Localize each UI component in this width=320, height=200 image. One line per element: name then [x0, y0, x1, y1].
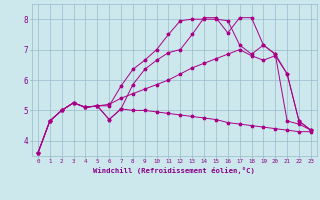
X-axis label: Windchill (Refroidissement éolien,°C): Windchill (Refroidissement éolien,°C)	[93, 167, 255, 174]
